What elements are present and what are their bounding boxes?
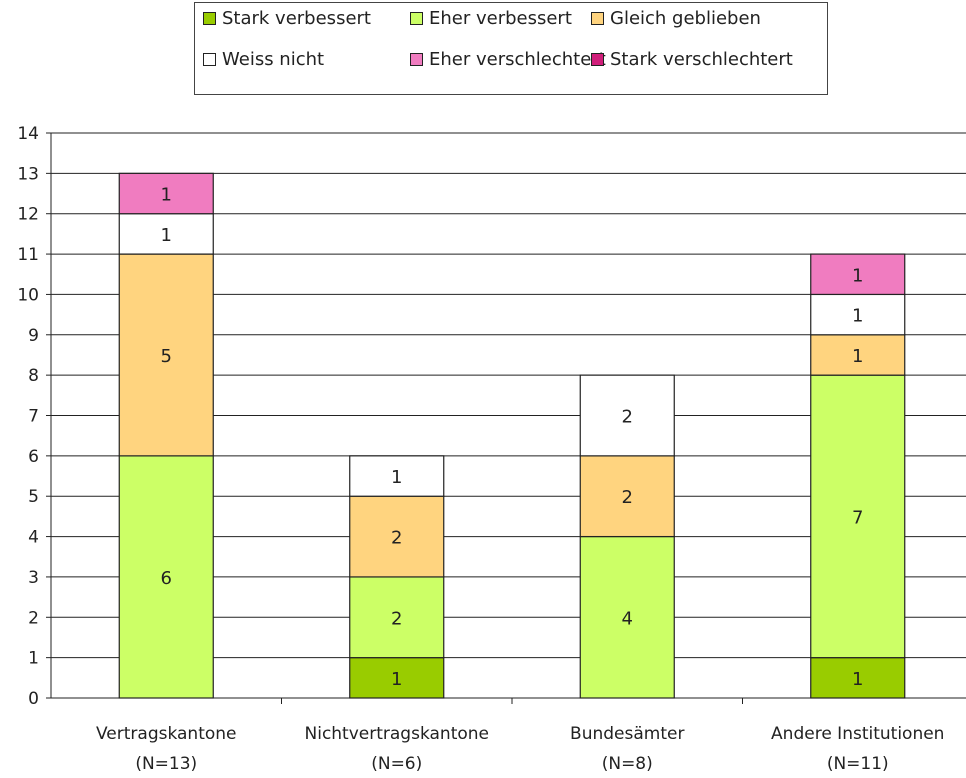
legend-label: Eher verschlechtert [429,49,606,70]
x-category-label: (N=13) [135,754,197,774]
bar-segment-stark-verbessert [349,657,445,699]
bar-segment-stark-verbessert [810,657,906,699]
data-label: 2 [622,487,633,508]
legend-item-gleich-geblieben: Gleich geblieben [591,8,761,29]
data-label: 1 [161,185,172,206]
legend-swatch [410,53,423,66]
bar-segment-eher-verschlechtert [118,172,214,215]
legend-swatch [203,12,216,25]
bar-segment-eher-verbessert [118,455,214,699]
bar-segment-weiss-nicht [810,293,906,336]
legend-label: Stark verbessert [222,8,371,29]
x-category-label: (N=6) [371,754,422,774]
x-category-label: Andere Institutionen [771,724,944,744]
y-tick-label: 12 [17,205,39,225]
data-label: 5 [161,346,172,367]
bar-segment-eher-verschlechtert [810,253,906,296]
bar-segment-weiss-nicht [349,455,445,497]
y-tick-label: 4 [28,528,39,548]
legend-label: Stark verschlechtert [610,49,793,70]
legend-item-stark-verschlechtert: Stark verschlechtert [591,49,793,70]
legend-swatch [591,12,604,25]
y-tick-label: 11 [17,245,39,265]
legend-swatch [203,53,216,66]
x-category-label: Bundesämter [570,724,684,744]
bar-segment-gleich-geblieben [810,334,906,376]
bar-segment-weiss-nicht [118,213,214,255]
bar-segment-eher-verbessert [810,374,906,659]
y-tick-label: 14 [17,124,39,144]
data-label: 6 [161,568,172,589]
y-tick-label: 13 [17,164,39,184]
y-tick-label: 8 [28,366,39,386]
chart-legend: Stark verbessert Eher verbessert Gleich ge… [194,2,828,95]
x-category-label: (N=8) [602,754,653,774]
data-label: 4 [622,608,633,629]
data-label: 1 [391,467,402,488]
data-label: 2 [622,407,633,428]
legend-label: Eher verbessert [429,8,572,29]
y-tick-label: 10 [17,285,39,305]
y-tick-label: 1 [28,649,39,669]
bar-segment-weiss-nicht [579,374,675,457]
bar-segment-gleich-geblieben [579,455,675,538]
y-tick-label: 7 [28,407,39,427]
legend-swatch [591,53,604,66]
legend-swatch [410,12,423,25]
bar-segment-gleich-geblieben [349,495,445,578]
legend-item-eher-verschlechtert: Eher verschlechtert [410,49,606,70]
legend-item-weiss-nicht: Weiss nicht [203,49,324,70]
y-tick-label: 3 [28,568,39,588]
data-label: 2 [391,608,402,629]
data-label: 1 [852,265,863,286]
bar-segment-eher-verbessert [579,535,675,699]
legend-label: Gleich geblieben [610,8,761,29]
bar-segment-eher-verbessert [349,576,445,659]
data-label: 1 [161,225,172,246]
y-tick-label: 5 [28,487,39,507]
legend-item-stark-verbessert: Stark verbessert [203,8,371,29]
y-tick-label: 9 [28,326,39,346]
y-tick-label: 0 [28,689,39,709]
x-category-label: Nichtvertragskantone [305,724,490,744]
data-label: 7 [852,507,863,528]
x-category-label: (N=11) [827,754,889,774]
data-label: 1 [852,346,863,367]
legend-item-eher-verbessert: Eher verbessert [410,8,572,29]
x-category-label: Vertragskantone [96,724,237,744]
data-label: 1 [852,669,863,690]
data-label: 1 [852,306,863,327]
bar-segment-gleich-geblieben [118,253,214,457]
legend-label: Weiss nicht [222,49,325,70]
y-tick-label: 2 [28,608,39,628]
data-label: 1 [391,669,402,690]
y-tick-label: 6 [28,447,39,467]
data-label: 2 [391,528,402,549]
